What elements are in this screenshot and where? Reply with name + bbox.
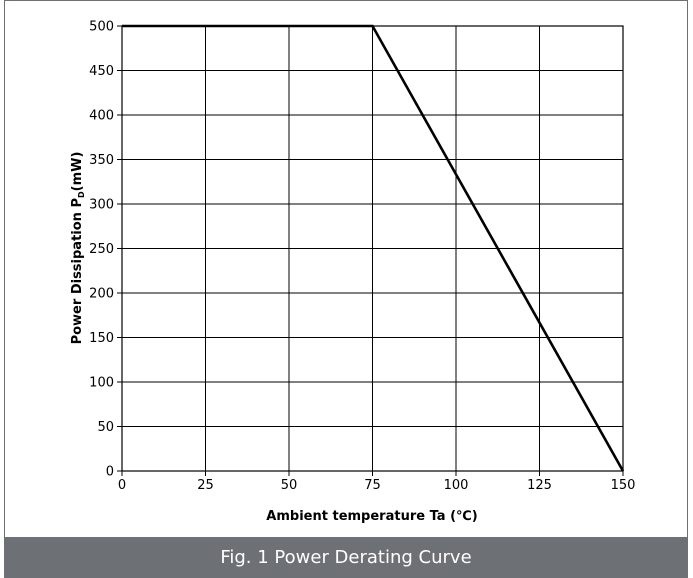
y-axis-label-unit: (mW)	[70, 152, 85, 192]
y-tick-label: 300	[89, 198, 114, 213]
figure-caption: Fig. 1 Power Derating Curve	[4, 537, 688, 578]
figure-frame	[4, 0, 688, 574]
x-tick-labels: 0 25 50 75 100 125 150	[118, 478, 636, 493]
y-tick-label: 150	[89, 331, 114, 346]
y-tick-label: 250	[89, 242, 114, 257]
y-tick-label: 400	[89, 109, 114, 124]
x-tick-label: 100	[444, 478, 469, 493]
x-tick-label: 0	[118, 478, 126, 493]
y-tick-label: 450	[89, 64, 114, 79]
y-axis-label-main: Power Dissipation P	[70, 198, 85, 344]
axes	[117, 25, 624, 476]
y-tick-label: 350	[89, 153, 114, 168]
grid	[122, 26, 623, 471]
x-tick-label: 75	[364, 478, 381, 493]
y-axis-label-subscript: D	[77, 191, 86, 198]
x-tick-label: 25	[197, 478, 214, 493]
y-axis-label: Power Dissipation PD(mW)	[70, 152, 86, 345]
y-tick-labels: 0 50 100 150 200 250 300 350 400 450 500	[89, 20, 114, 480]
x-tick-label: 50	[281, 478, 298, 493]
x-tick-label: 150	[611, 478, 636, 493]
derating-curve-line	[122, 24, 625, 472]
y-tick-label: 500	[89, 20, 114, 35]
y-tick-label: 50	[97, 420, 114, 435]
series-lines	[122, 24, 625, 472]
x-axis-label: Ambient temperature Ta (℃)	[266, 509, 477, 524]
y-tick-label: 0	[106, 465, 114, 480]
y-tick-label: 200	[89, 287, 114, 302]
x-tick-label: 125	[527, 478, 552, 493]
y-tick-label: 100	[89, 376, 114, 391]
